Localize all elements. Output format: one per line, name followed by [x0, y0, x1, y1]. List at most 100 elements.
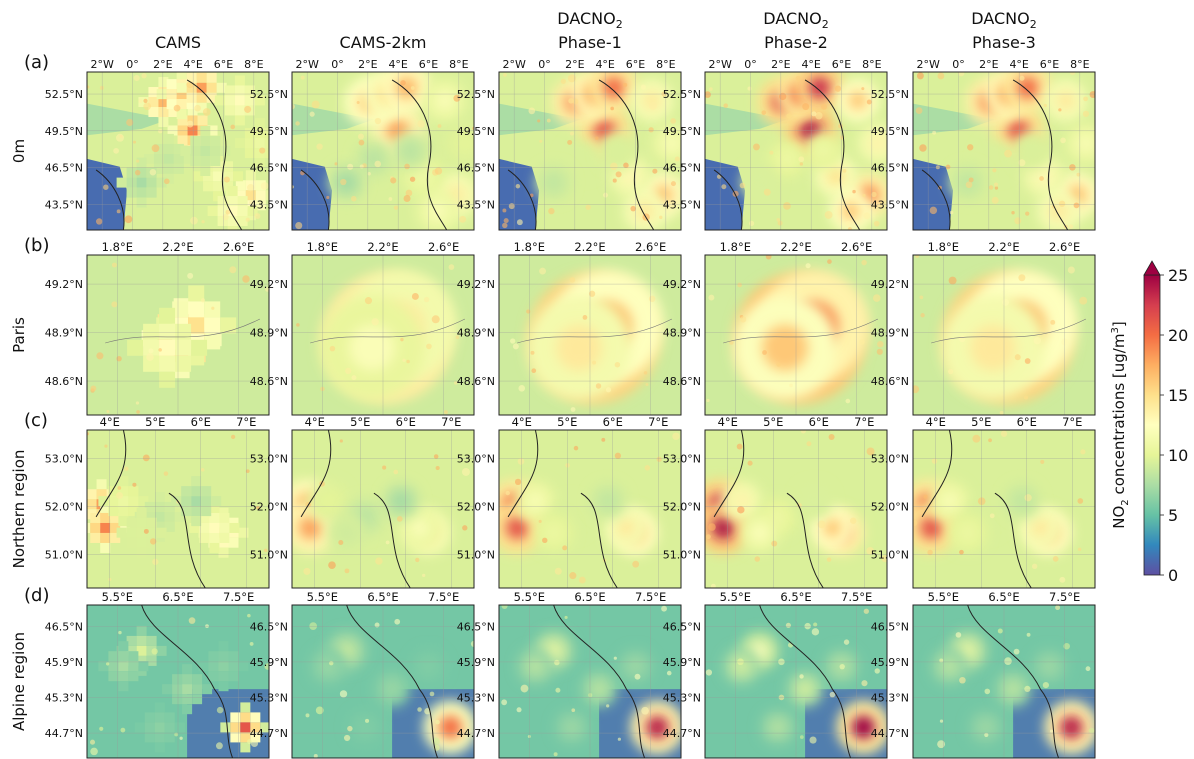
speckle [1025, 211, 1030, 216]
x-tick-label: 7.5°E [635, 590, 666, 604]
grid-cell [230, 712, 241, 723]
grid-cell [154, 521, 165, 532]
speckle [570, 407, 576, 412]
row-labels: (a) 0m (b) Paris (c) Northern region (d) Alpine… [10, 52, 49, 731]
speckle [194, 104, 201, 112]
hotspot-core [393, 493, 410, 510]
x-tick-label: 6°E [191, 415, 211, 429]
speckle [295, 222, 303, 230]
grid-cell [209, 542, 220, 553]
speckle [736, 443, 743, 450]
speckle [116, 209, 121, 214]
speckle [1060, 137, 1066, 144]
grid-cell [159, 339, 176, 356]
grid-cell [209, 502, 220, 513]
speckle [359, 164, 364, 169]
speckle [417, 707, 422, 712]
speckle [984, 732, 989, 738]
speckle [1077, 498, 1084, 504]
x-tick-label: 2.6°E [1049, 240, 1080, 254]
hotspot-core [751, 524, 769, 542]
speckle [1088, 727, 1095, 734]
speckle [406, 359, 410, 364]
grid-cell [128, 651, 139, 662]
grid-cell [204, 333, 221, 350]
x-tick-label: 6°E [626, 58, 645, 71]
grid-cell [182, 694, 193, 705]
y-tick-label: 49.5°N [663, 125, 701, 138]
y-tick-label: 49.5°N [457, 125, 495, 138]
grid-cell [203, 171, 214, 182]
y-tick-label: 53.0°N [457, 453, 495, 466]
hotspot-core [1077, 134, 1095, 152]
speckle [582, 315, 588, 320]
grid-cell [199, 522, 210, 533]
speckle [776, 362, 781, 367]
grid-cell [220, 722, 231, 733]
speckle [652, 168, 658, 174]
y-tick-label: 43.5°N [663, 198, 701, 211]
hotspot-core [869, 134, 887, 152]
grid-cell [158, 107, 169, 118]
speckle [569, 572, 577, 580]
y-tick-label: 49.2°N [45, 278, 83, 291]
grid-cell [244, 148, 255, 159]
hotspot-core [402, 142, 419, 160]
grid-cell [254, 148, 265, 159]
grid-cell [146, 517, 157, 528]
speckle [142, 454, 150, 462]
grid-cell [200, 166, 211, 176]
speckle [920, 313, 925, 318]
hotspot-core [620, 167, 640, 186]
country-border [95, 79, 243, 230]
grid-cell [218, 641, 229, 652]
svg-text:Phase-2: Phase-2 [764, 33, 828, 52]
country-border [300, 79, 448, 230]
x-tick-label: 6°E [809, 415, 829, 429]
speckle [546, 118, 551, 123]
speckle [1013, 648, 1020, 655]
grid-cell [172, 301, 189, 318]
x-tick-label: 4°E [512, 415, 532, 429]
speckle [510, 338, 516, 344]
x-tick-label: 2.6°E [428, 240, 459, 254]
grid-cell [228, 661, 239, 672]
speckle [659, 215, 663, 220]
x-tick-label: 2°W [90, 58, 113, 71]
speckle [632, 560, 640, 568]
grid-cell [188, 317, 205, 334]
speckle [623, 162, 629, 169]
hotspot-core [572, 150, 590, 168]
y-tick-label: 45.3°N [45, 692, 83, 705]
grid-cell [136, 655, 147, 666]
speckle [90, 385, 97, 392]
grid-cell [218, 671, 229, 682]
speckle [375, 557, 383, 565]
hotspot-core [627, 658, 644, 674]
hotspot-core [815, 142, 832, 160]
x-tick-label: 2°E [565, 58, 584, 71]
speckle [529, 193, 534, 198]
grid-cell [118, 651, 129, 662]
colorbar-tick-label: 0 [1168, 566, 1178, 585]
speckle [826, 557, 832, 562]
speckle [705, 669, 713, 676]
speckle [839, 663, 845, 670]
grid-cell [136, 167, 147, 178]
speckle [124, 466, 129, 471]
x-tick-label: 1.8°E [928, 240, 959, 254]
grid-cell [118, 496, 129, 507]
speckle [148, 348, 154, 354]
grid-cell [240, 722, 251, 733]
country-border [141, 605, 234, 758]
panel-frame [704, 71, 888, 231]
grid-cell [156, 527, 167, 538]
country-border [713, 79, 861, 230]
grid-cell [192, 694, 203, 705]
speckle [190, 216, 198, 225]
grid-cell [118, 486, 129, 497]
speckle [754, 556, 761, 562]
channel-area [292, 103, 374, 136]
x-tick-label: 2°E [979, 58, 998, 71]
hotspot-core [822, 518, 842, 538]
